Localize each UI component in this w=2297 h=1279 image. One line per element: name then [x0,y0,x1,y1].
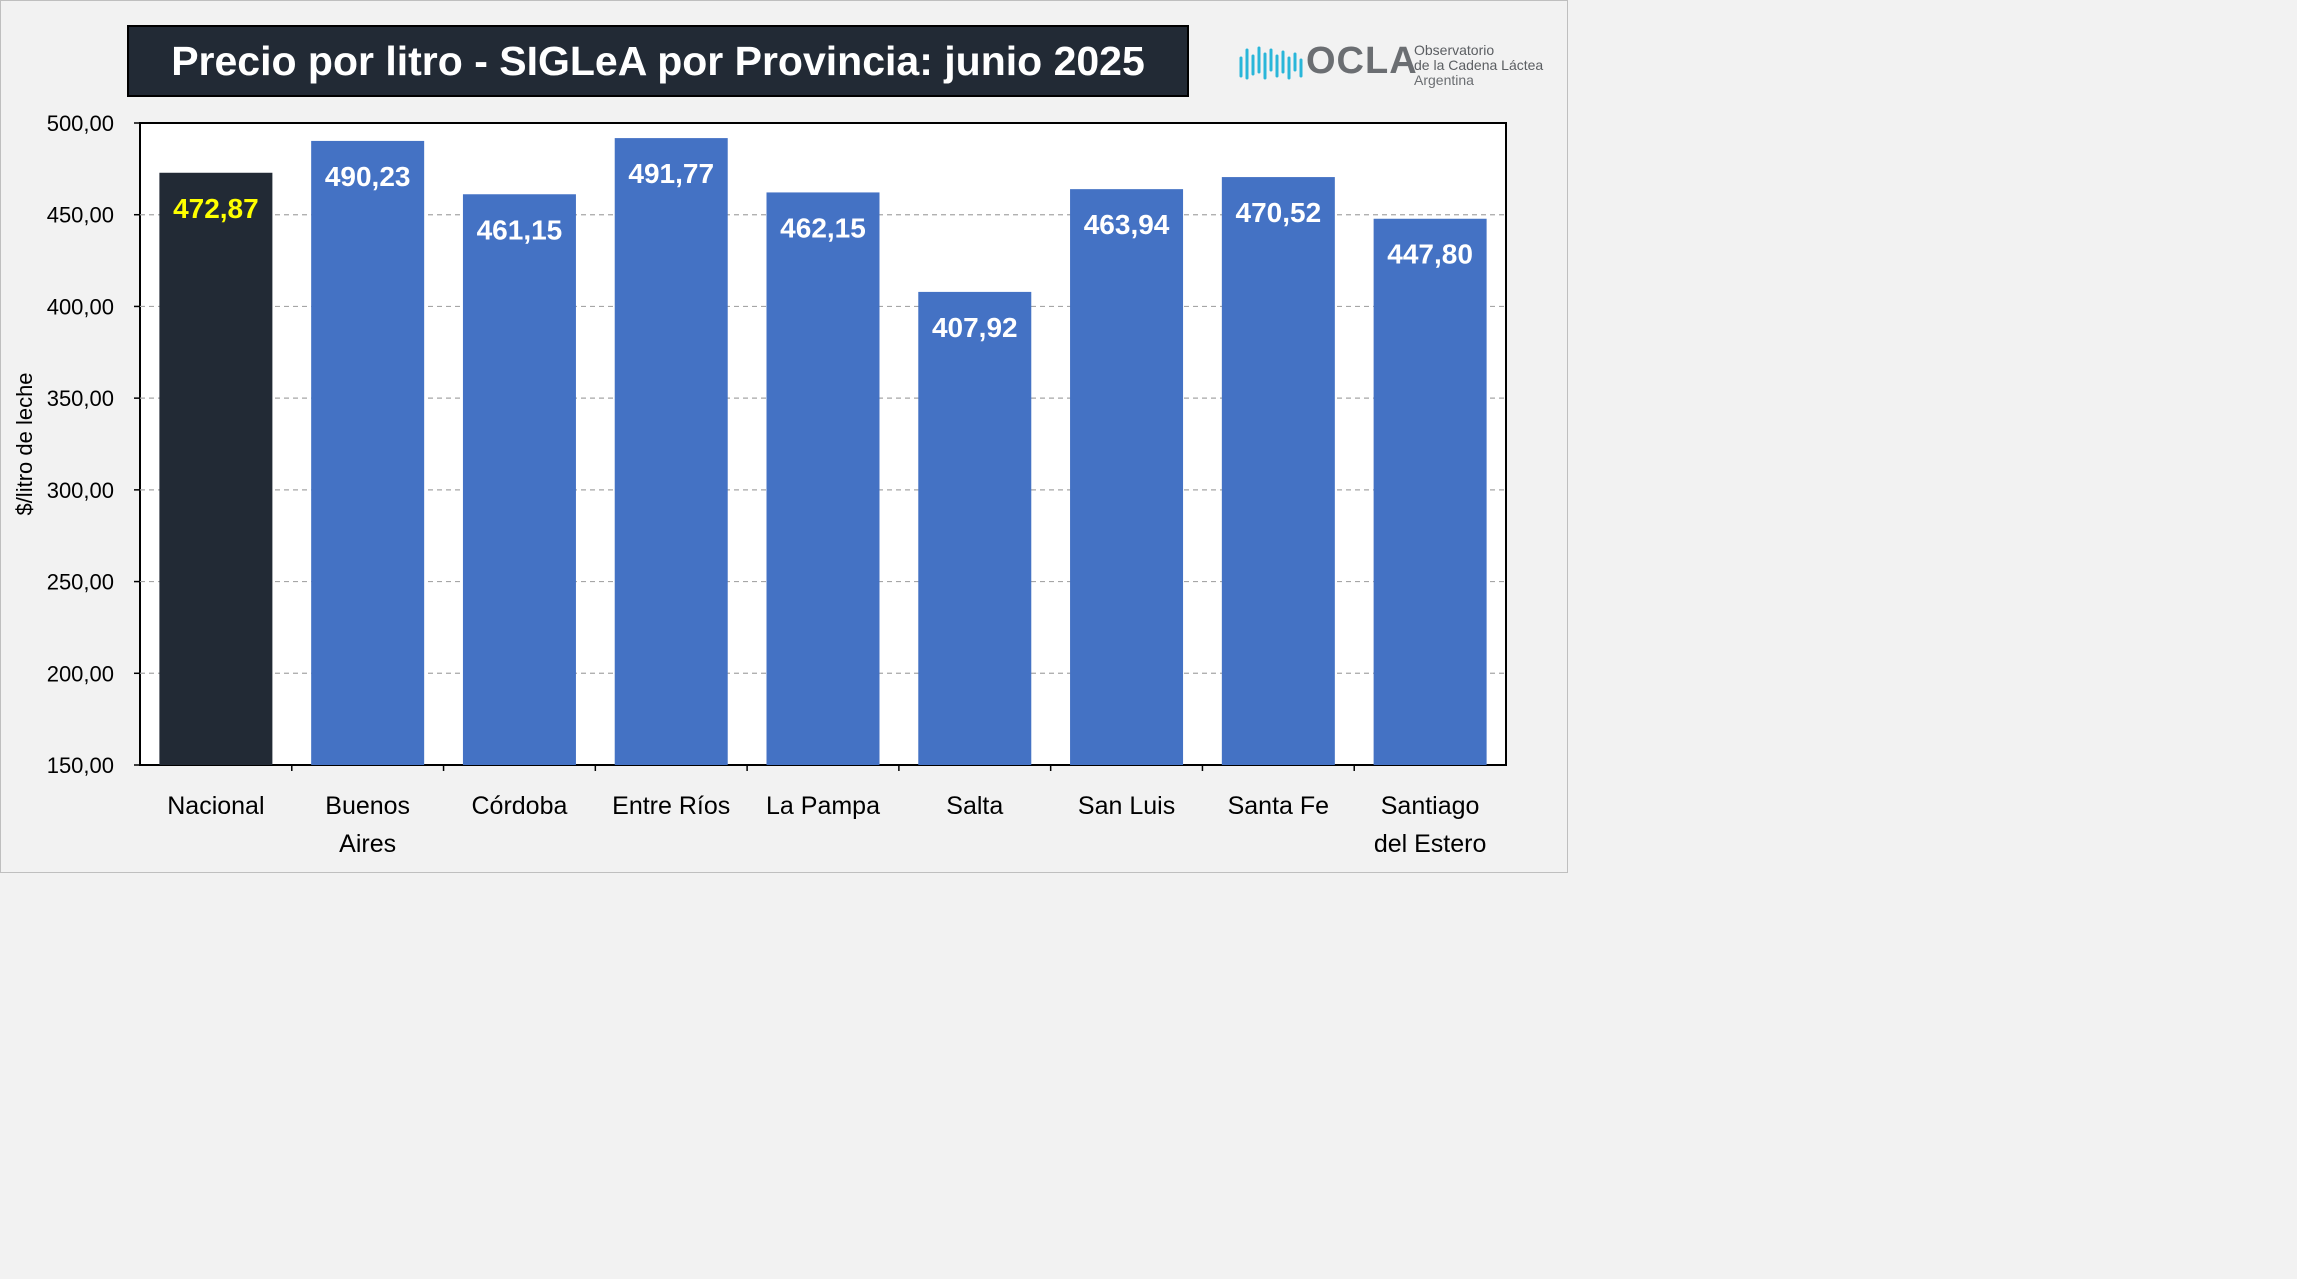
x-category-label: Córdoba [471,792,567,820]
logo-subtitle: Observatorio de la Cadena Láctea Argenti… [1414,43,1543,88]
bar [766,192,880,765]
logo-line-2: de la Cadena Láctea [1414,57,1544,73]
x-category-label: Nacional [167,792,264,820]
bar [614,138,728,765]
ocla-logo: OCLA Observatorio de la Cadena Láctea Ar… [1238,38,1558,98]
y-axis-label: $/litro de leche [12,372,37,515]
chart-title: Precio por litro - SIGLeA por Provincia:… [171,37,1145,84]
chart-title-box: Precio por litro - SIGLeA por Provincia:… [127,25,1189,97]
bar-value-label: 490,23 [325,161,411,192]
bar-value-label: 462,15 [780,212,866,243]
bars: 472,87 490,23 461,15 491,77 462,15 407,92 463,… [159,138,1487,766]
bar-value-label: 447,80 [1387,239,1473,270]
waveform-icon [1239,46,1303,80]
x-category-label: Entre Ríos [612,792,730,820]
x-category-label: Santiago [1381,792,1480,820]
logo-line-3: Argentina [1414,72,1474,88]
bar-value-label: 463,94 [1084,209,1170,240]
y-tick-label: 200,00 [47,661,114,686]
x-category-label: Buenos [325,792,410,820]
y-tick-label: 150,00 [47,753,114,778]
x-category-label: del Estero [1374,830,1487,858]
y-tick-label: 450,00 [47,203,114,228]
bar [311,140,425,766]
y-axis-ticks: 150,00 200,00 250,00 300,00 350,00 400,00 450,… [47,111,140,778]
x-axis-categories: Nacional Buenos Aires Córdoba Entre Ríos La P… [167,765,1486,858]
y-tick-label: 350,00 [47,386,114,411]
x-category-label: Salta [946,792,1003,820]
x-category-label: La Pampa [766,792,880,820]
y-tick-label: 250,00 [47,570,114,595]
x-category-label: Aires [339,830,396,858]
y-tick-label: 300,00 [47,478,114,503]
bar [1070,189,1184,765]
bar-chart: 472,87 490,23 461,15 491,77 462,15 407,92 463,… [12,111,1507,858]
bar-value-label: 407,92 [932,312,1018,343]
bar [462,194,576,766]
x-category-label: Santa Fe [1228,792,1329,820]
y-tick-label: 500,00 [47,111,114,136]
x-category-label: San Luis [1078,792,1175,820]
y-tick-label: 400,00 [47,294,114,319]
bar [1221,177,1335,766]
bar-value-label: 470,52 [1236,197,1322,228]
bar-value-label: 461,15 [477,214,563,245]
bar [1373,218,1487,766]
logo-line-1: Observatorio [1414,42,1495,58]
bar [159,172,273,766]
bar-value-label: 472,87 [173,193,259,224]
bar-value-label: 491,77 [628,158,714,189]
bar [918,291,1032,765]
logo-name: OCLA [1306,40,1418,82]
